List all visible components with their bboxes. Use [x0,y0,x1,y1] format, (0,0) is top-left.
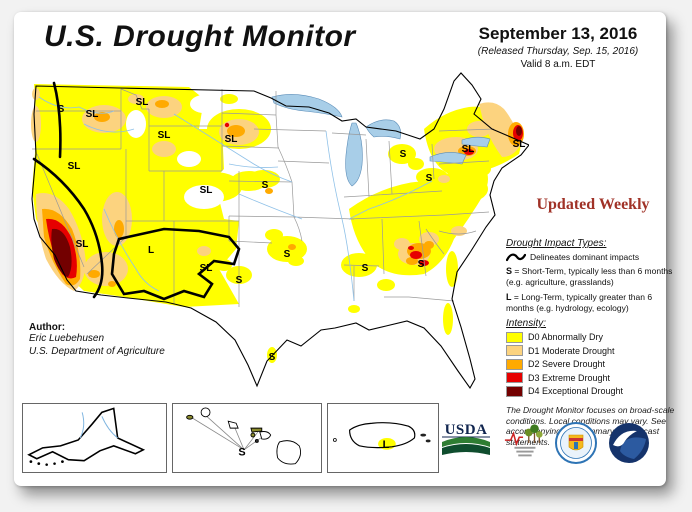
impact-types-heading: Drought Impact Types: [506,238,607,249]
impact-label-s: S [262,180,269,191]
us-outline [31,72,529,390]
impact-label-sl: SL [462,144,475,155]
impact-label-l: L [148,245,154,256]
impact-label-sl: SL [76,239,89,250]
legend-row-d0: D0 Abnormally Dry [506,331,678,343]
d4-areas [51,126,522,277]
legend-row-d2: D2 Severe Drought [506,358,678,370]
short-term-definition: S = Short-Term, typically less than 6 mo… [506,266,673,287]
impact-label-s: S [269,352,276,363]
hawaiian-islands [186,407,302,465]
vieques-island [425,439,431,443]
aleutian-islands [29,460,64,466]
no-drought-pockets [126,95,224,209]
long-term-definition: L = Long-Term, typically greater than 6 … [506,291,653,313]
date-block: September 13, 2016 (Released Thursday, S… [432,24,684,70]
d0-areas [32,84,521,363]
ndmc-logo [504,424,543,457]
impact-label-s: S [426,173,433,184]
impact-label-s: S [58,104,65,115]
hawaii-inset-map: S [172,403,322,473]
rivers [38,96,433,302]
impact-label-sl: SL [158,130,171,141]
noaa-logo [609,423,649,463]
map-date: September 13, 2016 [478,24,638,43]
impact-label-s: S [362,263,369,274]
short-term-letter: S [506,266,513,276]
usda-logo: USDA [442,422,490,455]
page-title: U.S. Drought Monitor [44,20,356,53]
impact-label-sl: SL [86,109,99,120]
puerto-rico-inset-map: L [327,403,439,473]
legend-row-d3: D3 Extreme Drought [506,372,678,384]
agency-logos: USDA [438,414,670,472]
impact-label-sl: SL [200,185,213,196]
delineation-squiggle-icon [506,253,526,262]
impact-label-sl: SL [200,263,213,274]
impact-label-sl: SL [68,161,81,172]
mona-island [333,438,337,442]
puerto-rico-outline [349,422,416,449]
legend-row-d1: D1 Moderate Drought [506,345,678,357]
hawaii-impact-label: S [238,447,245,459]
state-borders [32,88,495,307]
intensity-heading: Intensity: [506,317,547,329]
unl-seal-logo [555,422,597,464]
valid-time: Valid 8 a.m. EDT [520,59,596,70]
author-name: Eric Luebehusen [29,333,105,344]
legend-row-d4: D4 Exceptional Drought [506,385,678,397]
author-heading: Author: [29,322,66,333]
impact-label-sl: SL [136,97,149,108]
d3-swatch [506,372,523,384]
impact-delineation-lines [32,81,241,301]
author-block: Author: Eric Luebehusen U.S. Department … [29,322,165,358]
hawaii-callout-lines [192,415,262,451]
impact-label-sl: SL [513,139,526,150]
d1-swatch [506,345,523,357]
long-term-letter: L [506,291,512,302]
d2-swatch [506,358,523,370]
updated-weekly-note: Updated Weekly [536,196,650,213]
alaska-outline [27,407,146,462]
drought-monitor-page: U.S. Drought Monitor September 13, 2016 … [14,12,674,486]
impact-label-s: S [284,249,291,260]
impact-label-sl: SL [225,134,238,145]
d0-swatch [506,331,523,343]
author-org: U.S. Department of Agriculture [29,345,165,357]
impact-label-s: S [400,149,407,160]
release-date: (Released Thursday, Sep. 15, 2016) [477,46,639,57]
alaska-inset-map [22,403,167,473]
d4-swatch [506,385,523,397]
alaska-rivers [79,412,118,439]
puerto-rico-impact-label: L [383,439,390,451]
delineates-label: Delineates dominant impacts [530,251,640,262]
impact-label-s: S [418,259,425,270]
svg-text:USDA: USDA [445,422,488,438]
impact-label-s: S [236,275,243,286]
culebra-island [420,433,427,437]
